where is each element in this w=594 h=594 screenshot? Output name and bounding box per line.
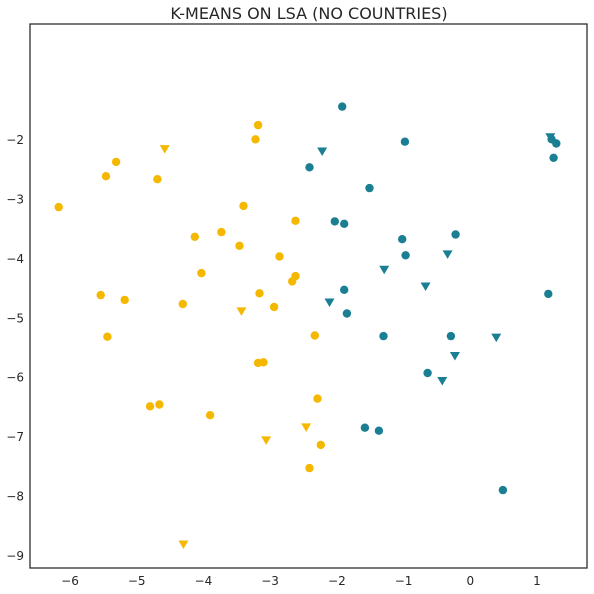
x-tick-label: −2: [328, 574, 346, 588]
x-tick-label: 0: [466, 574, 474, 588]
data-point-0-10: [235, 241, 244, 250]
x-axis: −6 −5 −4 −3 −2 −1 0 1: [61, 574, 541, 588]
data-point-2-14: [342, 309, 352, 318]
x-tick-label: 1: [533, 574, 541, 588]
data-point-3-1: [317, 147, 328, 156]
y-tick-label: −6: [6, 371, 24, 385]
y-tick-label: −2: [6, 133, 24, 147]
data-point-2-6: [365, 183, 374, 193]
data-point-3-3: [379, 265, 390, 275]
data-point-0-3: [101, 172, 111, 181]
data-point-0-15: [255, 289, 264, 298]
x-tick-label: −1: [395, 574, 413, 588]
data-point-2-15: [379, 331, 388, 341]
data-point-2-16: [446, 331, 456, 341]
data-point-1-1: [236, 307, 247, 316]
data-point-1-4: [178, 540, 189, 549]
data-point-0-20: [103, 332, 112, 341]
data-point-2-4: [549, 153, 558, 162]
data-point-1-0: [159, 145, 170, 154]
data-point-2-18: [360, 423, 370, 432]
y-tick-label: −4: [6, 252, 24, 266]
data-point-0-5: [54, 202, 63, 212]
data-point-2-8: [340, 219, 349, 228]
data-point-0-27: [205, 411, 215, 420]
y-tick-label: −5: [6, 311, 24, 325]
y-tick-label: −3: [6, 192, 24, 206]
data-point-0-7: [291, 216, 300, 225]
data-point-0-25: [155, 400, 164, 409]
data-point-3-6: [491, 333, 502, 343]
data-point-3-0: [545, 133, 556, 142]
data-point-2-9: [451, 230, 460, 239]
data-point-3-4: [420, 282, 431, 291]
data-point-3-2: [442, 250, 453, 259]
y-tick-label: −7: [6, 430, 24, 444]
x-tick-label: −4: [195, 574, 213, 588]
data-point-0-19: [269, 302, 279, 312]
data-point-2-3: [552, 139, 561, 148]
data-point-0-17: [120, 295, 129, 305]
plot-frame: [29, 23, 588, 569]
data-point-0-24: [313, 394, 322, 403]
data-point-3-8: [437, 376, 448, 386]
data-point-0-2: [111, 157, 121, 167]
data-point-2-13: [544, 289, 553, 299]
y-tick-label: −8: [6, 490, 24, 504]
data-point-2-19: [374, 426, 384, 435]
data-point-0-9: [190, 232, 199, 241]
data-point-2-10: [398, 235, 407, 244]
data-point-0-1: [251, 135, 260, 144]
data-point-0-18: [178, 299, 187, 309]
data-point-2-20: [498, 485, 508, 495]
y-tick-label: −9: [6, 549, 24, 563]
y-axis: −2 −3 −4 −5 −6 −7 −8 −9: [6, 133, 24, 563]
data-point-0-11: [275, 252, 284, 261]
data-point-2-12: [340, 285, 349, 294]
data-point-2-11: [401, 251, 410, 260]
data-point-0-16: [96, 290, 105, 300]
data-point-2-17: [423, 368, 432, 378]
data-point-2-0: [338, 102, 347, 111]
data-point-0-26: [145, 402, 155, 411]
data-point-0-14: [288, 277, 297, 286]
data-points: [54, 102, 561, 549]
data-point-2-7: [330, 217, 339, 226]
data-point-2-5: [305, 163, 314, 172]
data-point-1-3: [261, 436, 272, 445]
data-point-0-23: [253, 358, 263, 368]
data-point-3-7: [449, 352, 460, 361]
chart-title: K-MEANS ON LSA (NO COUNTRIES): [170, 4, 447, 23]
data-point-0-4: [153, 175, 162, 184]
data-point-1-2: [301, 423, 312, 432]
data-point-3-5: [324, 298, 335, 307]
data-point-0-28: [316, 440, 325, 450]
data-point-0-12: [197, 268, 206, 278]
data-point-0-0: [253, 120, 263, 130]
x-tick-label: −5: [128, 574, 146, 588]
x-tick-label: −3: [261, 574, 279, 588]
data-point-2-1: [400, 137, 410, 146]
data-point-0-21: [310, 331, 319, 340]
data-point-0-8: [217, 227, 226, 237]
data-point-0-6: [239, 201, 248, 211]
x-tick-label: −6: [61, 574, 79, 588]
data-point-0-29: [305, 463, 314, 473]
